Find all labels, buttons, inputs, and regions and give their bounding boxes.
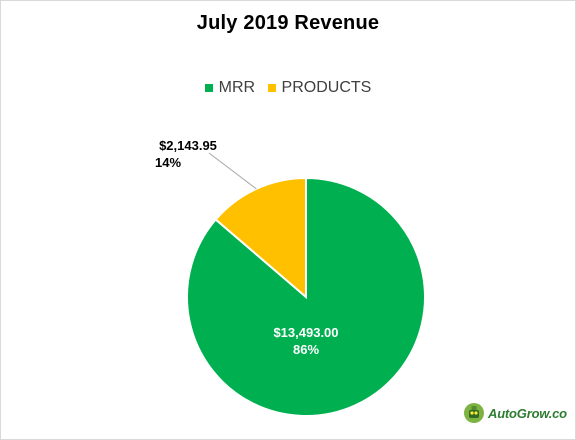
legend-item-mrr[interactable]: MRR [204,79,256,97]
legend-label-products: PRODUCTS [281,79,372,96]
data-label-mrr-value: $13,493.00 [273,325,338,340]
legend: MRR PRODUCTS [1,79,575,97]
leader-line-products [208,152,257,190]
brand: AutoGrow.co [463,402,567,424]
data-labels: $13,493.00 86% $2,143.95 14% [155,138,339,357]
data-label-products-value: $2,143.95 [159,138,217,153]
chart-title: July 2019 Revenue [196,12,380,34]
autogrow-logo-icon [464,403,484,423]
legend-item-products[interactable]: PRODUCTS [267,79,372,97]
data-label-mrr-percent: 86% [293,342,319,357]
legend-label-mrr: MRR [218,79,256,96]
brand-text: AutoGrow.co [488,405,567,421]
legend-swatch-mrr [204,84,213,92]
legend-swatch-products [267,84,276,92]
data-label-products-percent: 14% [155,155,181,170]
pie-slices [186,176,426,417]
